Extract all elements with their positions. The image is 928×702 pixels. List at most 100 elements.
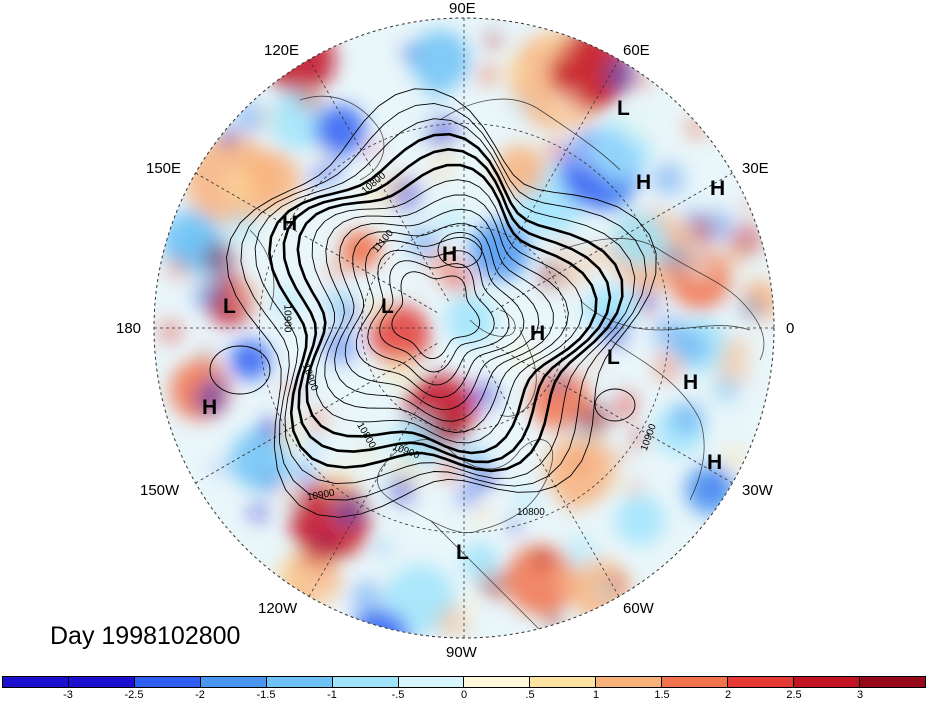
meridian-line xyxy=(308,354,449,597)
anomaly-speckle xyxy=(259,416,283,440)
anomaly-patch xyxy=(230,430,290,490)
anomaly-speckle xyxy=(712,374,741,404)
anomaly-speckle xyxy=(560,486,589,514)
anomaly-speckle xyxy=(566,138,595,168)
anomaly-speckle xyxy=(476,62,501,87)
anomaly-speckle xyxy=(383,557,400,574)
anomaly-speckle xyxy=(214,462,227,475)
colorbar-segment xyxy=(464,677,531,687)
coastline xyxy=(377,439,554,534)
anomaly-speckle xyxy=(700,474,726,500)
anomaly-patch xyxy=(315,105,365,155)
colorbar-tick-label: -3 xyxy=(63,689,73,701)
height-contours xyxy=(209,88,657,518)
anomaly-speckle xyxy=(381,350,417,386)
anomaly-speckle xyxy=(203,241,237,275)
lon-label-150e: 150E xyxy=(146,160,182,177)
low-center-label: H xyxy=(530,322,546,345)
anomaly-patch xyxy=(230,340,270,380)
anomaly-speckle xyxy=(333,495,365,527)
high-center-label: H xyxy=(683,371,699,394)
anomaly-speckle xyxy=(550,87,584,122)
anomaly-speckle xyxy=(363,206,378,222)
anomaly-patch xyxy=(615,495,665,545)
anomaly-speckle xyxy=(508,338,542,371)
low-center-label: L xyxy=(617,97,630,120)
anomaly-speckle xyxy=(582,242,610,269)
coastline xyxy=(609,339,705,501)
anomaly-speckle xyxy=(425,81,448,104)
anomaly-speckle xyxy=(670,401,705,435)
anomaly-speckle xyxy=(576,402,612,437)
meridian-line xyxy=(308,59,449,302)
high-center-label: H xyxy=(710,177,726,200)
colorbar-tick-label: -2.5 xyxy=(124,689,144,701)
contour-label: 10800 xyxy=(517,507,545,518)
anomaly-speckle xyxy=(502,57,530,85)
anomaly-speckle xyxy=(481,18,502,33)
height-contour xyxy=(334,208,554,422)
meridian-line xyxy=(490,343,733,484)
high-center-label: H xyxy=(707,451,723,474)
anomaly-patch xyxy=(612,212,668,268)
map-boundary xyxy=(153,17,775,639)
anomaly-speckle xyxy=(290,460,318,487)
anomaly-speckle xyxy=(366,496,380,510)
anomaly-speckle xyxy=(424,115,458,149)
anomaly-speckle xyxy=(483,28,504,49)
high-center-label: H xyxy=(202,396,218,419)
colorbar-segment xyxy=(398,677,465,687)
anomaly-speckle xyxy=(652,315,688,352)
coastline xyxy=(299,95,385,181)
coastline xyxy=(469,309,516,337)
anomaly-speckle xyxy=(258,109,277,127)
height-contour xyxy=(254,118,636,485)
colorbar-tick-label: -2 xyxy=(195,689,205,701)
anomaly-patch xyxy=(265,25,335,95)
closed-contour xyxy=(209,345,271,395)
high-center-label: L xyxy=(456,541,469,564)
anomaly-speckle xyxy=(200,349,214,363)
anomaly-speckle xyxy=(629,481,643,495)
anomaly-speckle xyxy=(298,87,323,113)
colorbar-segment xyxy=(332,677,399,687)
anomaly-speckle xyxy=(248,500,270,522)
colorbar-segment xyxy=(530,677,597,687)
anomaly-speckle xyxy=(512,97,532,117)
height-contour xyxy=(344,223,540,411)
height-contour xyxy=(240,103,647,501)
anomaly-speckle xyxy=(618,104,652,138)
height-contour xyxy=(367,249,510,386)
height-contour xyxy=(324,194,569,433)
anomaly-speckle xyxy=(513,488,538,513)
colorbar-tick-label: 3 xyxy=(856,689,864,701)
anomaly-speckle xyxy=(407,225,441,259)
anomaly-speckle xyxy=(387,476,416,504)
anomaly-speckle xyxy=(364,296,389,320)
height-contour xyxy=(296,163,598,455)
lon-label-180: 180 xyxy=(116,320,142,337)
anomaly-patch xyxy=(370,305,430,365)
closed-contour xyxy=(594,388,636,422)
anomaly-speckle xyxy=(435,604,470,638)
colorbar-tick-label: 2 xyxy=(724,689,732,701)
height-contour xyxy=(282,147,612,464)
anomaly-speckle xyxy=(411,111,428,128)
low-center-label: L xyxy=(381,295,394,318)
anomaly-speckle xyxy=(684,115,709,140)
latitude-circle xyxy=(361,225,567,431)
anomaly-speckle xyxy=(281,488,303,510)
anomaly-patch xyxy=(505,545,575,615)
anomaly-speckle xyxy=(158,319,183,344)
height-contour xyxy=(226,88,657,518)
anomaly-patch xyxy=(410,30,470,90)
lon-label-90e: 90E xyxy=(449,0,476,17)
anomaly-speckle xyxy=(349,580,385,616)
meridian-line xyxy=(195,343,438,484)
contour-label: 10900 xyxy=(281,304,293,333)
anomaly-speckle xyxy=(631,428,650,448)
coastline xyxy=(559,238,765,361)
colorbar-segment xyxy=(134,677,201,687)
anomaly-speckle xyxy=(639,302,655,317)
